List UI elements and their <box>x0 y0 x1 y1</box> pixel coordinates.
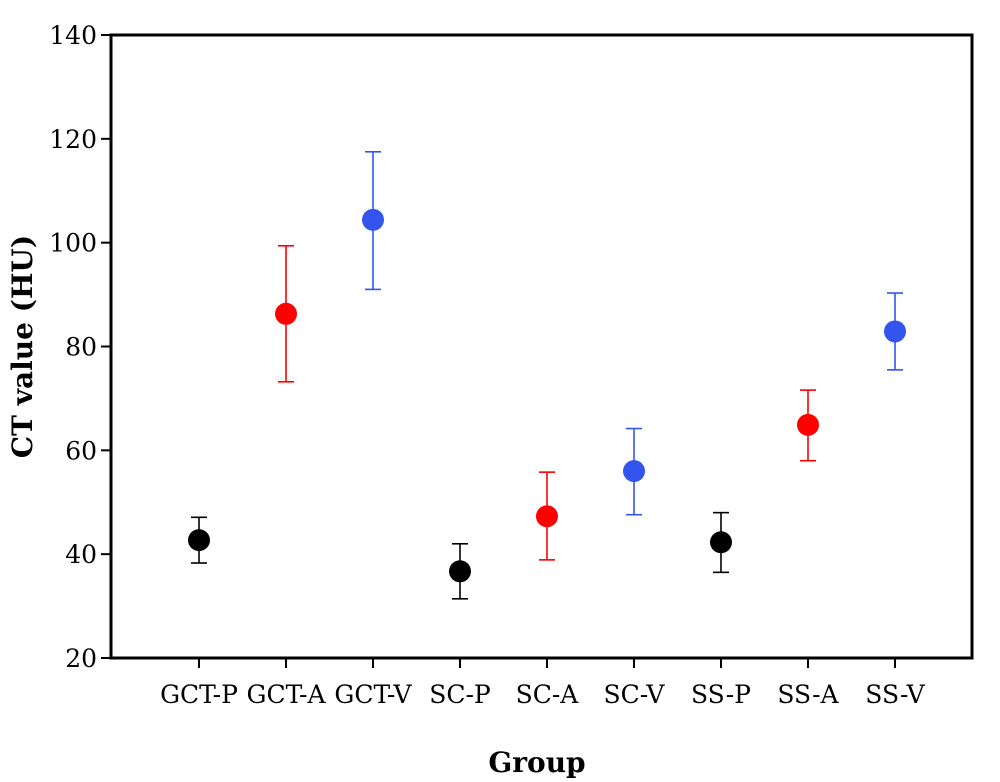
y-tick-label: 40 <box>65 540 97 569</box>
data-point <box>362 208 384 231</box>
data-point-group <box>275 244 297 383</box>
data-point <box>797 413 819 436</box>
y-tick-label: 120 <box>49 125 97 154</box>
x-tick-label: GCT-V <box>334 680 412 709</box>
y-tick-label: 100 <box>49 229 97 258</box>
x-tick-label: SC-V <box>604 680 666 709</box>
data-point <box>188 529 210 552</box>
x-tick-label: GCT-A <box>246 680 326 709</box>
data-point-group <box>623 427 645 516</box>
x-axis-ticks: GCT-P GCT-A GCT-V SC-P SC-A SC-V SS-P SS-A SS-V <box>160 658 926 709</box>
data-point <box>536 505 558 528</box>
data-point <box>449 560 471 583</box>
y-axis-title: CT value (HU) <box>6 235 39 458</box>
data-point <box>275 302 297 325</box>
data-point <box>884 320 906 343</box>
data-point-group <box>710 511 732 574</box>
x-tick-label: GCT-P <box>160 680 238 709</box>
x-tick-label: SS-A <box>777 680 839 709</box>
y-tick-label: 20 <box>65 644 97 673</box>
data-point-group <box>362 151 384 291</box>
data-point <box>710 531 732 554</box>
y-tick-label: 60 <box>65 436 97 465</box>
x-tick-label: SC-P <box>429 680 491 709</box>
x-tick-label: SS-V <box>865 680 925 709</box>
y-axis-ticks: 20 40 60 80 100 120 140 <box>49 21 111 673</box>
x-axis-title: Group <box>488 746 585 779</box>
data-point <box>623 460 645 483</box>
plot-frame <box>109 33 974 660</box>
data-point-group <box>449 542 471 600</box>
data-point-group <box>536 471 558 561</box>
x-tick-label: SS-P <box>691 680 751 709</box>
x-tick-label: SC-A <box>516 680 580 709</box>
data-point-group <box>188 516 210 564</box>
y-tick-label: 80 <box>65 333 97 362</box>
y-tick-label: 140 <box>49 21 97 50</box>
data-points <box>188 151 906 600</box>
data-point-group <box>884 292 906 371</box>
data-point-group <box>797 389 819 462</box>
